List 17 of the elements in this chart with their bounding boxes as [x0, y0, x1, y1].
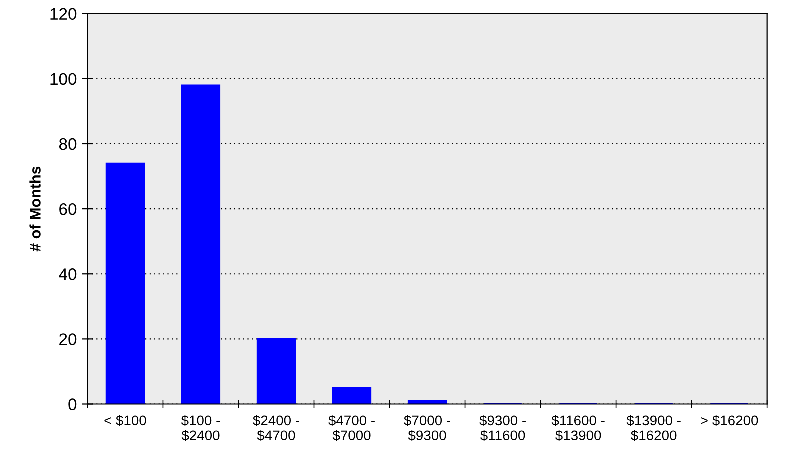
y-tick-label: 80 — [59, 138, 77, 150]
x-tick-label: $4700 - $7000 — [328, 415, 375, 442]
y-tick-label: 120 — [50, 8, 77, 20]
y-tick-label: 60 — [60, 203, 77, 216]
y-tick-label: 40 — [59, 268, 77, 280]
y-tick-label: 0 — [68, 398, 77, 410]
y-axis-title: # of Months — [30, 166, 41, 252]
x-tick-label: $11600 - $13900 — [552, 415, 605, 442]
x-tick-label: $100 - $2400 — [181, 415, 220, 442]
x-tick-label: $7000 - $9300 — [404, 415, 450, 442]
y-tick-label: 100 — [50, 73, 77, 86]
x-tick-label: > $16200 — [701, 415, 758, 426]
y-tick-label: 20 — [60, 334, 77, 346]
x-tick-label: $2400 - $4700 — [253, 415, 300, 442]
x-tick-label: < $100 — [104, 415, 146, 426]
x-tick-label: $9300 - $11600 — [480, 415, 526, 442]
x-tick-label: $13900 - $16200 — [626, 415, 681, 442]
